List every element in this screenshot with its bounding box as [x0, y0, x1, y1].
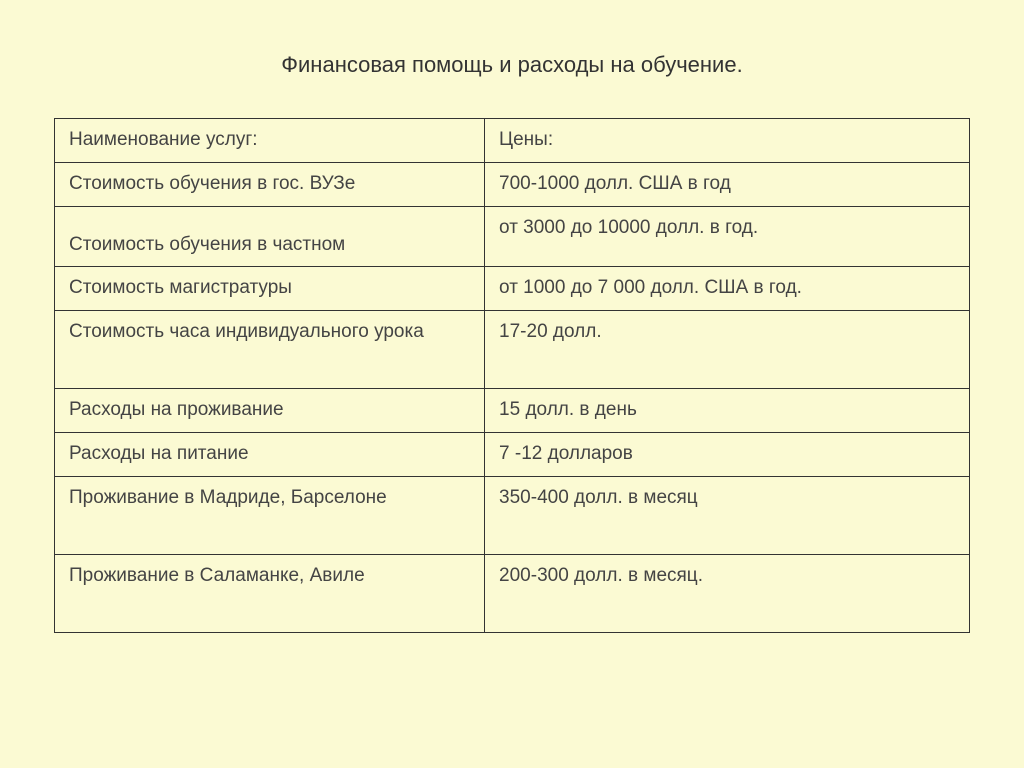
table-row: Проживание в Саламанке, Авиле 200-300 до… [55, 555, 970, 633]
table-header-row: Наименование услуг: Цены: [55, 119, 970, 163]
cell-price: 15 долл. в день [485, 389, 970, 433]
cell-price: от 1000 до 7 000 долл. США в год. [485, 267, 970, 311]
table-row: Стоимость часа индивидуального урока 17-… [55, 311, 970, 389]
header-price: Цены: [485, 119, 970, 163]
cell-service: Стоимость магистратуры [55, 267, 485, 311]
table-row: Проживание в Мадриде, Барселоне 350-400 … [55, 477, 970, 555]
cell-service: Проживание в Саламанке, Авиле [55, 555, 485, 633]
cell-price: 700-1000 долл. США в год [485, 163, 970, 207]
cell-service: Стоимость обучения в частном [55, 207, 485, 267]
table-row: Расходы на проживание 15 долл. в день [55, 389, 970, 433]
cell-price: от 3000 до 10000 долл. в год. [485, 207, 970, 267]
cell-price: 7 -12 долларов [485, 433, 970, 477]
table-container: Наименование услуг: Цены: Стоимость обуч… [0, 118, 1024, 633]
pricing-table: Наименование услуг: Цены: Стоимость обуч… [54, 118, 970, 633]
table-row: Стоимость магистратуры от 1000 до 7 000 … [55, 267, 970, 311]
cell-price: 350-400 долл. в месяц [485, 477, 970, 555]
cell-service: Стоимость обучения в гос. ВУЗе [55, 163, 485, 207]
cell-service: Расходы на проживание [55, 389, 485, 433]
table-row: Расходы на питание 7 -12 долларов [55, 433, 970, 477]
cell-service: Стоимость часа индивидуального урока [55, 311, 485, 389]
table-row: Стоимость обучения в гос. ВУЗе 700-1000 … [55, 163, 970, 207]
cell-price: 17-20 долл. [485, 311, 970, 389]
page-title: Финансовая помощь и расходы на обучение. [0, 0, 1024, 118]
header-service: Наименование услуг: [55, 119, 485, 163]
cell-service: Расходы на питание [55, 433, 485, 477]
cell-service: Проживание в Мадриде, Барселоне [55, 477, 485, 555]
cell-price: 200-300 долл. в месяц. [485, 555, 970, 633]
table-row: Стоимость обучения в частном от 3000 до … [55, 207, 970, 267]
